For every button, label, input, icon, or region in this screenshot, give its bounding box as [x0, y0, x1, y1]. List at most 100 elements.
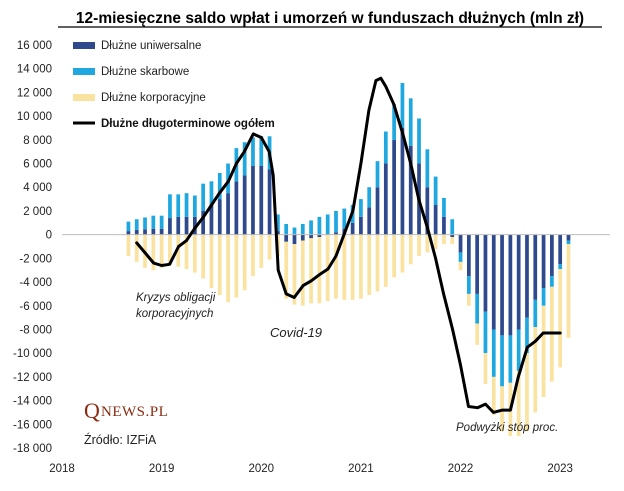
bar-treasury [226, 163, 230, 194]
bar-universal [284, 234, 289, 242]
bar-treasury [475, 293, 480, 324]
bar-universal [516, 234, 521, 330]
bar-corporate [209, 234, 214, 288]
y-tick-label: 14 000 [17, 64, 52, 76]
bar-universal [251, 165, 255, 235]
bar-treasury [209, 181, 214, 206]
bar-treasury [159, 215, 164, 229]
bar-treasury [201, 183, 206, 211]
qnews-logo: Q NEWS.PL [84, 398, 168, 423]
bar-corporate [251, 234, 255, 277]
y-tick-label: -8 000 [19, 324, 52, 336]
bar-universal [267, 169, 272, 235]
bar-universal [159, 228, 164, 235]
bar-corporate [359, 234, 363, 299]
x-tick-label: 2018 [49, 463, 75, 475]
bar-universal [500, 234, 504, 336]
bar-universal [400, 127, 405, 235]
bar-treasury [383, 131, 388, 164]
bar-universal [209, 205, 214, 235]
bar-universal [242, 175, 247, 235]
bar-universal [483, 234, 488, 312]
bar-treasury [558, 264, 563, 270]
bar-universal [184, 216, 189, 235]
bar-treasury [251, 137, 255, 166]
y-tick-label: -6 000 [19, 301, 52, 313]
bar-universal [292, 234, 297, 245]
bar-treasury [433, 176, 438, 206]
bar-corporate [217, 234, 222, 296]
bar-corporate [226, 234, 230, 303]
x-axis: 2018 2019 2020 2021 2022 2023 [49, 463, 573, 475]
bar-treasury [533, 299, 538, 328]
legend-label-corporate: Dłużne korporacyjne [101, 92, 206, 104]
bar-universal [525, 234, 529, 318]
bar-universal [367, 207, 372, 235]
bar-treasury [450, 219, 455, 235]
y-tick-label: -2 000 [19, 253, 52, 265]
bar-treasury [541, 287, 546, 306]
bar-treasury [442, 197, 446, 217]
bar-universal [151, 228, 156, 235]
bar-corporate [267, 234, 272, 260]
bar-treasury [192, 195, 197, 217]
bar-corporate [442, 234, 446, 245]
bar-treasury [408, 98, 413, 146]
bar-treasury [184, 193, 189, 217]
bar-corporate [392, 234, 396, 278]
bar-corporate [284, 241, 289, 299]
bar-corporate [159, 234, 164, 268]
source-note: Źródło: IZFiA [84, 432, 157, 447]
legend-label-treasury: Dłużne skarbowe [101, 66, 189, 78]
bar-treasury [334, 210, 338, 233]
legend-swatch-treasury [73, 68, 95, 75]
bar-universal [350, 222, 355, 235]
y-tick-label: -14 000 [13, 396, 52, 408]
bar-corporate [259, 234, 264, 268]
bar-treasury [126, 221, 131, 232]
bar-universal [558, 234, 563, 265]
bar-treasury [284, 223, 289, 235]
bar-corporate [309, 238, 313, 304]
bar-corporate [516, 370, 521, 437]
bar-treasury [151, 215, 156, 229]
bar-treasury [367, 187, 372, 208]
bar-universal [134, 229, 139, 235]
bar-universal [226, 193, 230, 235]
bar-universal [491, 234, 496, 330]
bar-treasury [242, 142, 247, 176]
bar-universal [566, 234, 571, 241]
bar-universal [259, 165, 264, 235]
bar-treasury [550, 276, 554, 287]
x-tick-label: 2020 [248, 463, 274, 475]
bar-corporate [234, 234, 239, 298]
total-line-series [135, 76, 562, 414]
legend-label-total: Dłużne długoterminowe ogółem [101, 118, 275, 130]
y-tick-label: 10 000 [17, 111, 52, 123]
bar-corporate [350, 234, 355, 300]
bar-universal [508, 234, 513, 336]
y-tick-label: -12 000 [13, 372, 52, 384]
bar-universal [541, 234, 546, 288]
bar-universal [143, 229, 147, 235]
bar-treasury [466, 276, 471, 294]
y-tick-label: -18 000 [13, 443, 52, 455]
bar-treasury [483, 311, 488, 354]
bar-treasury [375, 161, 380, 188]
bar-universal [300, 234, 305, 241]
bar-corporate [475, 323, 480, 345]
legend-label-universal: Dłużne uniwersalne [101, 40, 201, 52]
bar-universal [317, 234, 322, 238]
bar-treasury [143, 217, 147, 230]
bar-corporate [201, 234, 206, 279]
annotation-corporate-crisis-line1: Kryzys obligacji [136, 292, 216, 304]
bar-universal [201, 210, 206, 235]
bar-corporate [367, 234, 372, 296]
bar-corporate [433, 234, 438, 249]
bar-universal [168, 218, 172, 235]
bar-corporate [566, 244, 571, 338]
bar-treasury [317, 216, 322, 235]
bar-universal [450, 234, 455, 238]
bar-universal [334, 232, 338, 235]
